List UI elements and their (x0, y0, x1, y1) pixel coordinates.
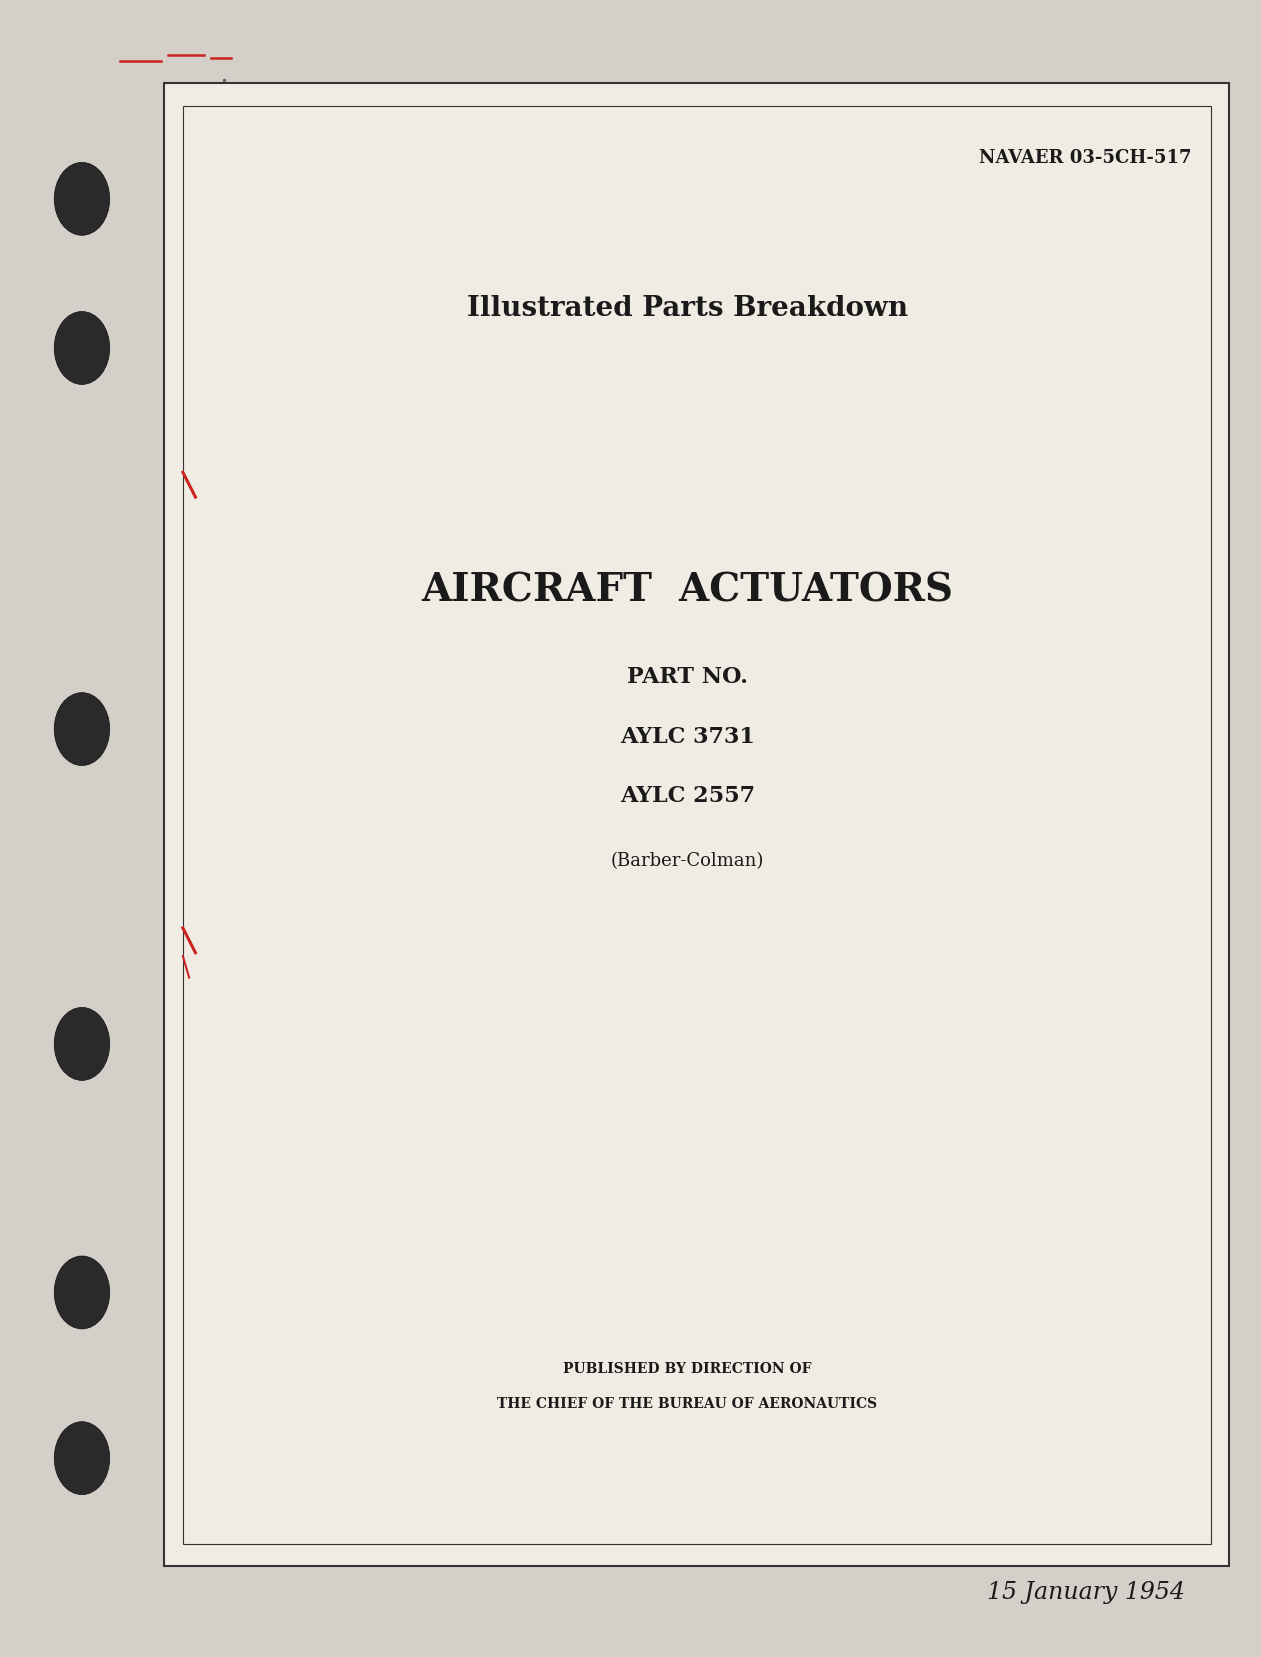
Text: (Barber-Colman): (Barber-Colman) (610, 852, 764, 870)
Circle shape (54, 312, 110, 384)
Text: THE CHIEF OF THE BUREAU OF AERONAUTICS: THE CHIEF OF THE BUREAU OF AERONAUTICS (497, 1397, 878, 1410)
Circle shape (54, 693, 110, 766)
Text: PART NO.: PART NO. (627, 666, 748, 688)
Text: PUBLISHED BY DIRECTION OF: PUBLISHED BY DIRECTION OF (562, 1362, 812, 1375)
Circle shape (54, 1422, 110, 1495)
Circle shape (54, 1007, 110, 1080)
Text: Illustrated Parts Breakdown: Illustrated Parts Breakdown (467, 295, 908, 321)
Circle shape (54, 1256, 110, 1329)
Bar (183, 106, 1211, 1544)
Text: 15 January 1954: 15 January 1954 (987, 1581, 1185, 1604)
Text: AYLC 3731: AYLC 3731 (620, 726, 754, 747)
Bar (164, 83, 1229, 1566)
Circle shape (54, 162, 110, 235)
Text: AYLC 2557: AYLC 2557 (619, 785, 755, 807)
Text: AIRCRAFT  ACTUATORS: AIRCRAFT ACTUATORS (421, 572, 953, 610)
Text: NAVAER 03-5CH-517: NAVAER 03-5CH-517 (979, 149, 1192, 167)
